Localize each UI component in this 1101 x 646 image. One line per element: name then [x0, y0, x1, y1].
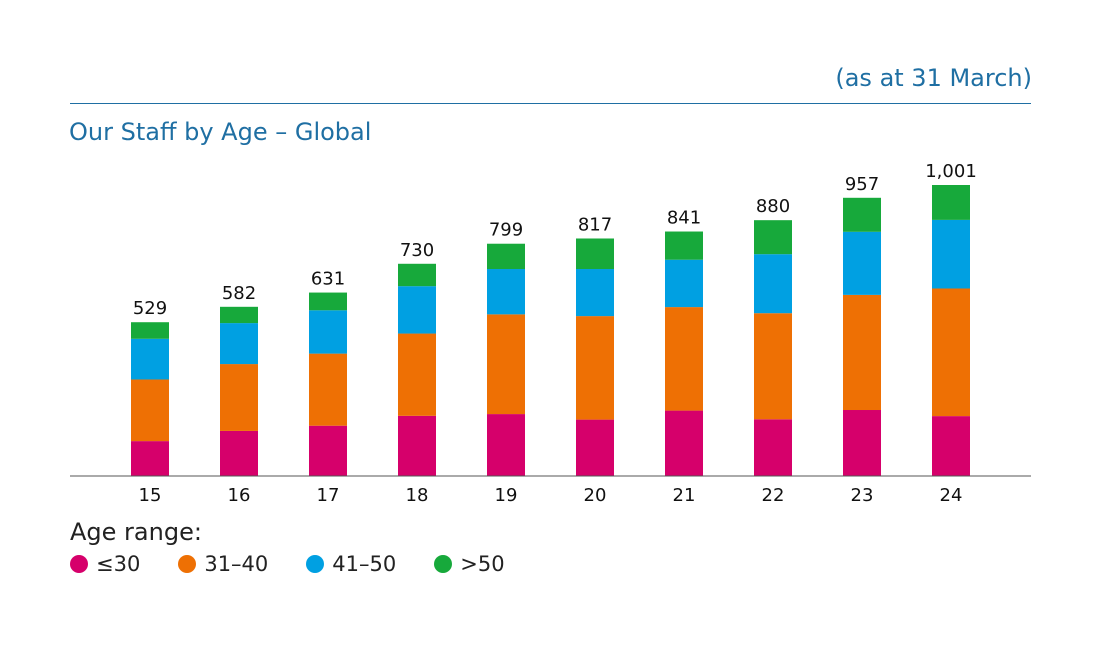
total-label-24: 1,001	[925, 161, 977, 182]
x-tick-labels-group: 15 16 17 18 19 20 21 22 23 24	[139, 485, 963, 506]
bar-24-31-40	[932, 288, 970, 417]
total-label-23: 957	[845, 174, 879, 195]
bar-20-over-50	[576, 238, 614, 270]
bar-21-31-40	[665, 307, 703, 411]
bar-18-31-40	[398, 333, 436, 416]
bar-21-over-50	[665, 231, 703, 260]
total-labels-group: 529 582 631 730 799 817 841 880 957 1,001	[133, 161, 977, 319]
x-tick-label-21: 21	[673, 485, 696, 506]
legend: ≤30 31–40 41–50 >50	[70, 552, 505, 576]
bar-21-41-50	[665, 259, 703, 308]
bar-20-under-30	[576, 419, 614, 476]
bar-20-41-50	[576, 269, 614, 317]
legend-title: Age range:	[70, 518, 202, 546]
bars-group	[131, 185, 970, 476]
x-tick-label-24: 24	[940, 485, 963, 506]
legend-item-41-50: 41–50	[306, 552, 396, 576]
bar-22-over-50	[754, 220, 792, 255]
bar-23-41-50	[843, 231, 881, 295]
bar-16-over-50	[220, 306, 258, 324]
x-tick-label-20: 20	[584, 485, 607, 506]
legend-item-31-40: 31–40	[178, 552, 268, 576]
bar-22-under-30	[754, 419, 792, 476]
bar-17-41-50	[309, 310, 347, 354]
legend-label-41-50: 41–50	[332, 552, 397, 576]
total-label-15: 529	[133, 298, 167, 319]
bar-23-over-50	[843, 197, 881, 232]
bar-20-31-40	[576, 316, 614, 420]
bar-19-41-50	[487, 269, 525, 315]
bar-16-31-40	[220, 364, 258, 431]
total-label-21: 841	[667, 208, 701, 229]
bar-15-31-40	[131, 379, 169, 442]
header-divider	[70, 103, 1031, 104]
legend-swatch-31-40	[178, 555, 197, 573]
bar-22-31-40	[754, 313, 792, 420]
total-label-18: 730	[400, 240, 434, 261]
bar-23-under-30	[843, 410, 881, 476]
legend-item-under-30: ≤30	[70, 552, 140, 576]
x-tick-label-17: 17	[317, 485, 340, 506]
bar-15-under-30	[131, 441, 169, 476]
total-label-19: 799	[489, 220, 523, 241]
bar-21-under-30	[665, 410, 703, 476]
bar-18-41-50	[398, 286, 436, 334]
x-tick-label-18: 18	[406, 485, 429, 506]
bar-18-under-30	[398, 415, 436, 476]
bar-24-under-30	[932, 416, 970, 476]
bar-17-over-50	[309, 292, 347, 311]
legend-item-over-50: >50	[434, 552, 505, 576]
legend-swatch-under-30	[70, 555, 88, 573]
bar-23-31-40	[843, 294, 881, 411]
legend-label-31-40: 31–40	[204, 552, 269, 576]
date-note: (as at 31 March)	[835, 64, 1032, 92]
x-tick-label-19: 19	[495, 485, 518, 506]
bar-16-41-50	[220, 323, 258, 365]
chart-title: Our Staff by Age – Global	[69, 118, 372, 146]
total-label-16: 582	[222, 283, 256, 304]
legend-label-over-50: >50	[460, 552, 505, 576]
legend-swatch-over-50	[434, 555, 453, 573]
x-tick-label-16: 16	[228, 485, 251, 506]
x-tick-label-23: 23	[851, 485, 874, 506]
bar-19-31-40	[487, 314, 525, 415]
bar-19-under-30	[487, 414, 525, 476]
bar-22-41-50	[754, 254, 792, 314]
bar-24-41-50	[932, 219, 970, 289]
bar-24-over-50	[932, 185, 970, 220]
legend-label-under-30: ≤30	[96, 552, 141, 576]
bar-19-over-50	[487, 243, 525, 270]
bar-16-under-30	[220, 430, 258, 476]
legend-swatch-41-50	[306, 555, 325, 573]
total-label-17: 631	[311, 269, 345, 290]
bar-17-under-30	[309, 425, 347, 476]
bar-17-31-40	[309, 353, 347, 426]
total-label-20: 817	[578, 214, 612, 235]
bar-18-over-50	[398, 263, 436, 287]
total-label-22: 880	[756, 196, 790, 217]
x-tick-label-15: 15	[139, 485, 162, 506]
bar-15-41-50	[131, 338, 169, 380]
bar-15-over-50	[131, 322, 169, 339]
x-tick-label-22: 22	[762, 485, 785, 506]
